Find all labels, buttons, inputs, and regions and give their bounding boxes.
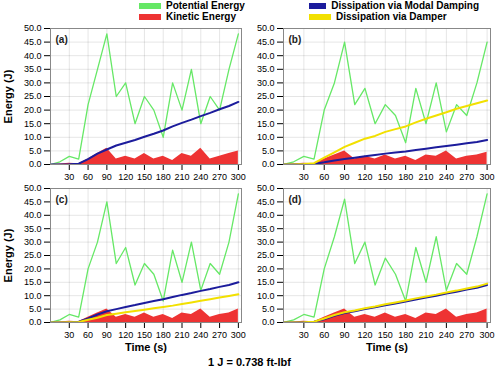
svg-text:(b): (b) [289,34,302,45]
svg-text:210: 210 [174,330,189,340]
svg-text:10.0: 10.0 [24,132,42,142]
svg-text:25.0: 25.0 [24,250,42,260]
svg-text:5.0: 5.0 [29,304,42,314]
svg-text:Energy (J): Energy (J) [2,228,14,282]
svg-text:25.0: 25.0 [24,91,42,101]
svg-text:270: 270 [459,172,474,182]
svg-text:Energy (J): Energy (J) [2,69,14,123]
svg-text:15.0: 15.0 [257,277,275,287]
svg-text:300: 300 [480,330,495,340]
svg-text:240: 240 [439,172,454,182]
html-text:Kinetic Energy: Kinetic Energy [166,11,236,22]
svg-text:35.0: 35.0 [24,64,42,74]
svg-text:30: 30 [64,172,74,182]
svg-text:30: 30 [299,330,309,340]
svg-text:0.0: 0.0 [262,317,275,327]
svg-text:30.0: 30.0 [24,78,42,88]
svg-text:Time (s): Time (s) [125,341,167,353]
svg-text:50.0: 50.0 [257,23,275,33]
svg-text:300: 300 [231,172,246,182]
svg-text:0.0: 0.0 [29,159,42,169]
svg-text:180: 180 [156,172,171,182]
svg-text:270: 270 [212,330,227,340]
svg-text:30.0: 30.0 [257,78,275,88]
svg-text:50.0: 50.0 [257,183,275,193]
svg-text:40.0: 40.0 [24,210,42,220]
html-text:Dissipation via Modal Damping: Dissipation via Modal Damping [331,0,479,11]
svg-text:90: 90 [340,330,350,340]
svg-text:120: 120 [118,172,133,182]
svg-text:5.0: 5.0 [262,304,275,314]
svg-text:45.0: 45.0 [257,197,275,207]
svg-text:180: 180 [398,330,413,340]
svg-text:60: 60 [319,172,329,182]
svg-text:15.0: 15.0 [24,119,42,129]
svg-text:30.0: 30.0 [257,237,275,247]
svg-text:10.0: 10.0 [257,291,275,301]
svg-text:180: 180 [156,330,171,340]
svg-text:120: 120 [357,172,372,182]
svg-text:120: 120 [357,330,372,340]
svg-text:15.0: 15.0 [257,119,275,129]
svg-text:300: 300 [231,330,246,340]
svg-text:90: 90 [340,172,350,182]
svg-text:35.0: 35.0 [257,64,275,74]
svg-text:60: 60 [83,172,93,182]
svg-text:270: 270 [459,330,474,340]
svg-text:(a): (a) [56,34,68,45]
svg-text:(d): (d) [289,194,302,205]
svg-text:10.0: 10.0 [24,291,42,301]
svg-text:90: 90 [102,172,112,182]
svg-text:210: 210 [174,172,189,182]
html-text:1 J = 0.738 ft-lbf: 1 J = 0.738 ft-lbf [208,356,291,368]
svg-text:240: 240 [193,330,208,340]
svg-text:150: 150 [378,172,393,182]
svg-text:120: 120 [118,330,133,340]
svg-text:90: 90 [102,330,112,340]
svg-text:20.0: 20.0 [257,105,275,115]
svg-text:240: 240 [193,172,208,182]
svg-text:40.0: 40.0 [257,210,275,220]
svg-text:300: 300 [480,172,495,182]
svg-text:210: 210 [419,330,434,340]
svg-text:20.0: 20.0 [257,264,275,274]
html-text:Dissipation via Damper: Dissipation via Damper [336,11,447,22]
svg-text:30: 30 [299,172,309,182]
svg-text:40.0: 40.0 [257,51,275,61]
svg-text:15.0: 15.0 [24,277,42,287]
svg-text:60: 60 [83,330,93,340]
svg-text:20.0: 20.0 [24,105,42,115]
svg-text:0.0: 0.0 [262,159,275,169]
svg-text:25.0: 25.0 [257,250,275,260]
svg-text:5.0: 5.0 [262,146,275,156]
svg-text:30: 30 [64,330,74,340]
svg-text:45.0: 45.0 [24,197,42,207]
svg-text:150: 150 [137,330,152,340]
svg-text:5.0: 5.0 [29,146,42,156]
svg-text:240: 240 [439,330,454,340]
svg-text:50.0: 50.0 [24,183,42,193]
svg-text:60: 60 [319,330,329,340]
svg-text:35.0: 35.0 [24,224,42,234]
svg-text:20.0: 20.0 [24,264,42,274]
svg-text:10.0: 10.0 [257,132,275,142]
svg-text:150: 150 [378,330,393,340]
svg-text:30.0: 30.0 [24,237,42,247]
svg-text:Time (s): Time (s) [366,341,408,353]
svg-text:35.0: 35.0 [257,224,275,234]
svg-text:25.0: 25.0 [257,91,275,101]
svg-text:(c): (c) [56,194,68,205]
svg-text:45.0: 45.0 [24,37,42,47]
svg-text:150: 150 [137,172,152,182]
svg-text:0.0: 0.0 [29,317,42,327]
svg-text:40.0: 40.0 [24,51,42,61]
svg-text:50.0: 50.0 [24,23,42,33]
svg-text:210: 210 [419,172,434,182]
svg-text:180: 180 [398,172,413,182]
svg-text:270: 270 [212,172,227,182]
html-text:Potential Energy: Potential Energy [166,0,245,11]
svg-text:45.0: 45.0 [257,37,275,47]
